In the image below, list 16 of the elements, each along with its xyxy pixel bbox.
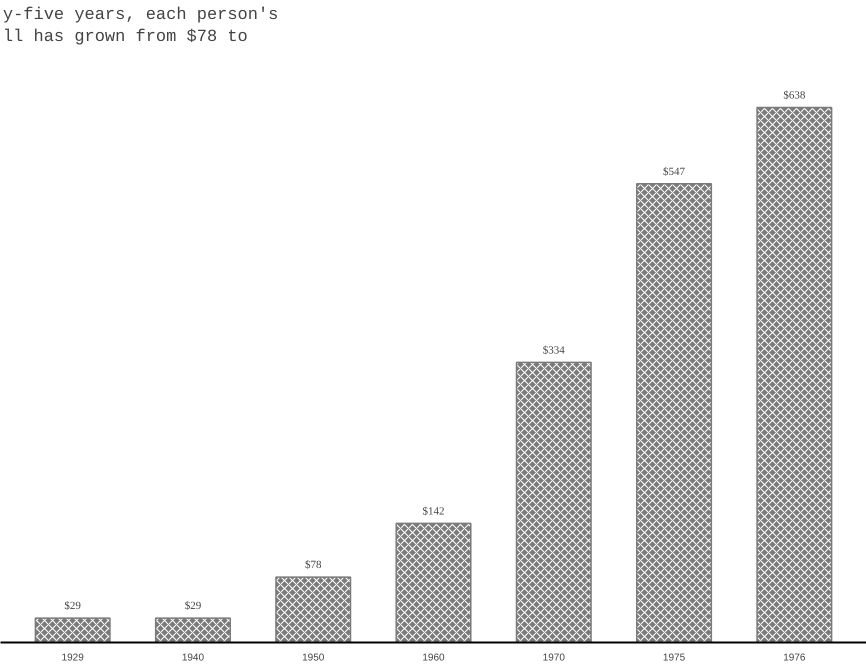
x-tick-label: 1929	[62, 652, 84, 664]
data-label: $78	[304, 559, 322, 572]
text: ll has grown from $78 to	[2, 28, 248, 47]
x-tick-label: 1970	[542, 652, 566, 664]
x-tick-label: 1940	[182, 652, 205, 664]
data-label: $29	[184, 600, 202, 612]
x-tick-label: 1975	[662, 652, 686, 664]
x-tick-label: 1950	[302, 652, 325, 664]
data-label: $638	[783, 90, 806, 102]
data-label: $142	[422, 505, 444, 518]
x-tick-label: 1960	[422, 652, 446, 664]
data-label: $334	[542, 344, 566, 356]
x-tick-label: 1976	[783, 652, 806, 664]
data-label: $547	[663, 166, 686, 178]
data-label: $29	[64, 600, 82, 612]
text: y-five years, each person's	[2, 6, 278, 25]
